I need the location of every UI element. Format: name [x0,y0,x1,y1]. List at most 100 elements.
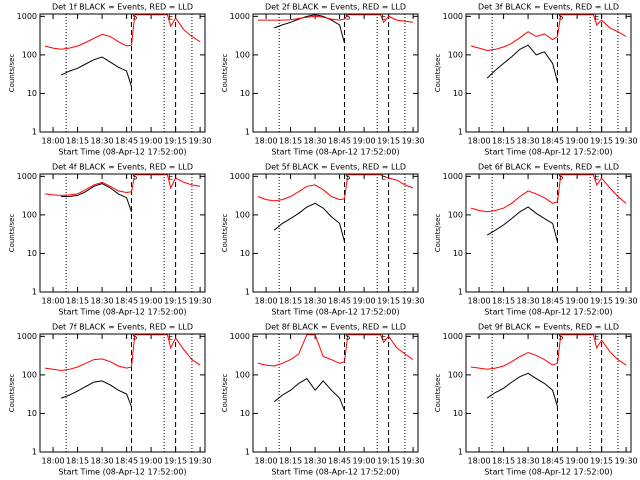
y-axis-label: Counts/sec [221,54,229,93]
y-tick-label: 100 [22,50,37,59]
x-axis-label: Start Time (08-Apr-12 17:52:00) [484,148,612,157]
plot-frame [39,173,206,293]
x-tick-label: 19:00 [353,137,376,146]
x-axis-label: Start Time (08-Apr-12 17:52:00) [58,148,186,157]
chart-title: Det 2f BLACK = Events, RED = LLD [265,3,406,12]
x-axis-label: Start Time (08-Apr-12 17:52:00) [484,308,612,317]
x-tick-label: 18:15 [492,297,515,306]
x-tick-label: 19:00 [353,297,376,306]
y-tick-label: 100 [448,370,463,379]
y-tick-label: 1 [245,128,250,137]
x-tick-label: 18:30 [91,137,114,146]
x-tick-label: 18:45 [115,457,138,466]
x-tick-label: 19:30 [189,457,212,466]
panel: Det 6f BLACK = Events, RED = LLD Start Ti… [434,163,638,317]
x-tick-label: 19:30 [615,297,638,306]
x-tick-label: 18:15 [279,457,302,466]
x-tick-label: 19:15 [377,137,400,146]
y-tick-label: 1000 [443,172,463,181]
annotation: S [345,13,350,22]
chart-title: Det 7f BLACK = Events, RED = LLD [52,323,193,332]
x-tick-label: 18:00 [255,137,278,146]
plot-frame [39,13,206,133]
x-tick-label: 19:15 [377,297,400,306]
x-axis-label: Start Time (08-Apr-12 17:52:00) [58,308,186,317]
series-line [61,183,132,212]
y-tick-label: 1 [458,448,463,457]
plot-frame [252,333,419,453]
x-tick-label: 18:45 [328,297,351,306]
y-axis-label: Counts/sec [434,54,442,93]
y-tick-label: 1 [245,288,250,297]
series-line [470,334,627,370]
x-tick-label: 18:15 [66,457,89,466]
chart-title: Det 9f BLACK = Events, RED = LLD [478,323,619,332]
y-tick-label: 1 [32,448,37,457]
x-tick-label: 19:30 [189,297,212,306]
x-tick-label: 19:15 [590,297,613,306]
x-tick-label: 18:45 [541,457,564,466]
x-tick-label: 18:30 [304,297,327,306]
x-tick-label: 18:00 [42,457,65,466]
x-tick-label: 18:00 [468,297,491,306]
x-tick-label: 18:45 [115,297,138,306]
chart-title: Det 1f BLACK = Events, RED = LLD [52,3,193,12]
y-tick-label: 1 [458,128,463,137]
y-tick-label: 1000 [443,12,463,21]
x-tick-label: 19:00 [140,137,163,146]
x-tick-label: 19:15 [164,137,187,146]
y-tick-label: 10 [453,409,463,418]
x-tick-label: 19:00 [140,457,163,466]
annotation: E [381,13,386,22]
x-tick-label: 19:00 [140,297,163,306]
x-tick-label: 18:15 [66,297,89,306]
series-line [486,206,558,242]
annotation: E [168,13,173,22]
y-tick-label: 10 [453,249,463,258]
x-tick-label: 19:15 [590,137,613,146]
y-tick-label: 1 [458,288,463,297]
x-tick-label: 19:00 [566,457,589,466]
annotation: S [558,13,563,22]
annotation: E [594,173,599,182]
series-line [273,377,345,411]
x-tick-label: 18:45 [541,297,564,306]
x-tick-label: 18:45 [115,137,138,146]
series-line [44,334,201,372]
panel: Det 9f BLACK = Events, RED = LLD Start Ti… [434,323,638,477]
x-tick-label: 19:30 [189,137,212,146]
series-line [60,56,132,87]
y-tick-label: 1 [32,128,37,137]
panel: Det 8f BLACK = Events, RED = LLD Start Ti… [221,323,425,477]
y-axis-label: Counts/sec [221,214,229,253]
y-axis-label: Counts/sec [434,214,442,253]
y-tick-label: 10 [453,89,463,98]
x-tick-label: 19:00 [566,297,589,306]
x-tick-label: 19:30 [615,137,638,146]
x-tick-label: 18:30 [304,457,327,466]
y-tick-label: 100 [235,210,250,219]
x-axis-label: Start Time (08-Apr-12 17:52:00) [271,308,399,317]
panel: Det 1f BLACK = Events, RED = LLD Start Ti… [8,3,212,157]
plot-frame [465,333,632,453]
x-tick-label: 18:00 [42,297,65,306]
x-tick-label: 18:00 [468,457,491,466]
series-line [257,14,414,24]
x-tick-label: 19:30 [402,457,425,466]
annotation: E [594,13,599,22]
x-tick-label: 19:30 [615,457,638,466]
y-tick-label: 1 [32,288,37,297]
plot-frame [39,333,206,453]
series-line [486,372,558,407]
x-tick-label: 19:15 [377,457,400,466]
x-tick-label: 18:00 [468,137,491,146]
chart-title: Det 4f BLACK = Events, RED = LLD [52,163,193,172]
y-tick-label: 10 [27,409,37,418]
x-tick-label: 19:00 [353,457,376,466]
y-tick-label: 1000 [230,12,250,21]
panel: Det 7f BLACK = Events, RED = LLD Start Ti… [8,323,212,477]
x-axis-label: Start Time (08-Apr-12 17:52:00) [271,148,399,157]
x-tick-label: 18:30 [91,457,114,466]
plot-frame [465,13,632,133]
